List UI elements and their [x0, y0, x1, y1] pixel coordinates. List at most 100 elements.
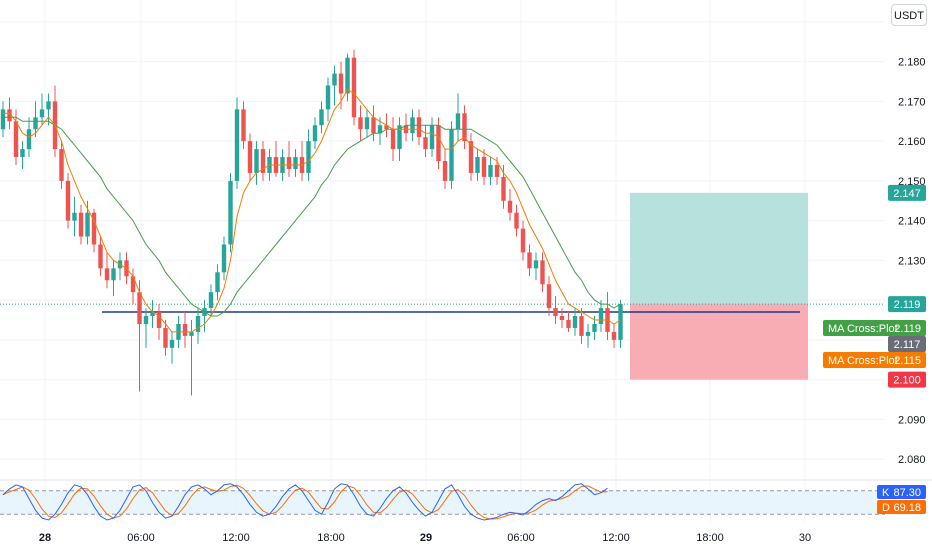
candle [208, 284, 214, 317]
candle-body [221, 244, 227, 273]
candle-body [598, 308, 604, 324]
candle-body [533, 260, 539, 269]
x-tick-label: 18:00 [317, 532, 345, 544]
candle [455, 93, 461, 142]
candle-body [345, 57, 350, 94]
x-tick-label: 06:00 [507, 532, 535, 544]
candle [338, 61, 344, 110]
candle-body [254, 149, 259, 173]
stochastic-k-label-value: 87.30 [893, 487, 921, 499]
ma-slow-label-value: 2.119 [894, 323, 921, 335]
ma-fast-label-bg [823, 352, 926, 368]
candle-body [169, 339, 175, 348]
stochastic-k-line [2, 483, 608, 521]
candle-body [150, 312, 155, 317]
candle [163, 320, 168, 356]
candle [195, 308, 201, 344]
candle [228, 172, 233, 253]
candle [332, 65, 337, 106]
candle-body [468, 141, 474, 173]
time-axis[interactable]: 28 06:00 12:00 18:00 29 06:00 12:00 18:00 30 [39, 532, 811, 544]
candle [598, 300, 604, 332]
candle [59, 141, 64, 189]
candle-body [46, 101, 51, 110]
candle-body [319, 109, 324, 126]
x-tick-label: 29 [420, 532, 432, 544]
stochastic-k-label-name: K [882, 487, 890, 499]
candle [514, 204, 519, 237]
take-profit-zone[interactable] [630, 192, 808, 305]
candle [397, 117, 402, 162]
candle [468, 133, 474, 181]
candle-body [26, 129, 32, 150]
candle [416, 109, 422, 146]
ma-fast-label-value: 2.115 [894, 355, 921, 367]
x-tick-label: 18:00 [696, 532, 724, 544]
candle [150, 300, 155, 328]
candle [104, 252, 110, 289]
candle [520, 220, 526, 261]
stochastic-pane [0, 483, 885, 521]
candle-body [325, 85, 331, 110]
candle [189, 320, 194, 396]
candle [436, 117, 441, 169]
stochastic-d-label-bg [877, 500, 926, 514]
candle [286, 141, 292, 177]
candle-body [572, 316, 578, 328]
ma-slow-line [3, 116, 621, 317]
candle [345, 53, 350, 102]
candle-body [78, 212, 84, 237]
chart-grid [0, 0, 885, 522]
candle [546, 276, 552, 317]
candle [39, 93, 45, 126]
candle-body [384, 125, 389, 130]
candle-body [527, 252, 532, 269]
candle-body [91, 212, 97, 245]
candle-body [332, 73, 337, 86]
candle [299, 141, 305, 181]
target-price-badge-bg [888, 184, 926, 201]
alt-price-badge-bg [888, 336, 926, 352]
y-tick-label: 2.170 [898, 96, 926, 108]
candle [559, 308, 565, 328]
candle-body [579, 316, 584, 336]
candle-body [449, 129, 454, 181]
position-zones[interactable] [630, 192, 808, 380]
candle-body [371, 117, 376, 134]
stochastic-band [0, 490, 885, 515]
stochastic-d-label-name: D [882, 502, 890, 514]
candle [611, 323, 617, 348]
candle [260, 141, 266, 181]
x-tick-label: 06:00 [127, 532, 155, 544]
stop-price-badge-label: 2.100 [893, 375, 921, 387]
candle [117, 252, 123, 281]
candle [618, 300, 623, 348]
candle-body [553, 308, 558, 317]
candle-body [104, 268, 110, 281]
y-tick-label: 2.140 [898, 216, 926, 228]
candle-body [546, 284, 552, 309]
candle [202, 300, 207, 332]
alt-price-badge-label: 2.117 [894, 339, 921, 351]
candle [234, 97, 240, 189]
candle-body [33, 117, 38, 130]
y-tick-label: 2.130 [898, 255, 926, 267]
candle [501, 164, 506, 209]
price-axis[interactable]: 2.1902.1802.1702.1602.1502.1402.1302.120… [898, 17, 926, 466]
candle [46, 93, 51, 126]
candle [182, 312, 188, 348]
ma-slow-label-bg [823, 320, 926, 336]
candle-body [416, 117, 422, 138]
candle [364, 109, 370, 138]
stop-loss-zone[interactable] [630, 304, 808, 380]
candle [91, 208, 97, 253]
candle [403, 113, 409, 142]
currency-unit-button[interactable]: USDT [891, 4, 927, 26]
stochastic-k-label-bg [877, 485, 926, 499]
candle [130, 268, 136, 305]
candle-body [215, 272, 220, 293]
candle-body [481, 157, 487, 177]
x-tick-label: 12:00 [602, 532, 630, 544]
